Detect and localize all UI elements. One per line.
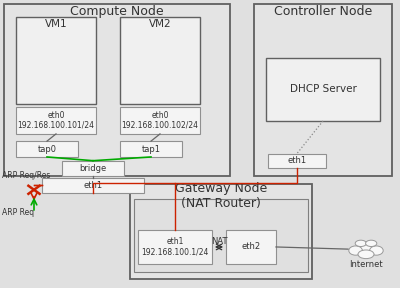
Text: VM2: VM2 [149, 19, 171, 29]
Bar [42, 178, 144, 193]
Bar [120, 17, 200, 104]
Text: Gateway Node
(NAT Router): Gateway Node (NAT Router) [175, 182, 267, 210]
Text: Compute Node: Compute Node [70, 5, 164, 18]
Text: tap0: tap0 [38, 145, 56, 154]
Bar [120, 141, 182, 157]
Text: Internet: Internet [349, 260, 383, 270]
Bar [62, 161, 124, 176]
Bar [16, 17, 96, 104]
Bar [138, 230, 212, 264]
Ellipse shape [358, 250, 374, 259]
Bar [268, 154, 326, 168]
Bar [16, 141, 78, 157]
Text: eth1: eth1 [288, 156, 306, 166]
Text: tap1: tap1 [142, 145, 160, 154]
Text: DHCP Server: DHCP Server [290, 84, 356, 94]
Ellipse shape [355, 240, 366, 247]
Text: bridge: bridge [79, 164, 107, 173]
Bar [130, 184, 312, 279]
Bar [4, 4, 230, 176]
Bar [120, 107, 200, 134]
Text: NAT: NAT [211, 237, 227, 246]
Text: ARP Req: ARP Req [2, 208, 34, 217]
Text: eth0
192.168.100.102/24: eth0 192.168.100.102/24 [122, 111, 198, 130]
Text: eth1
192.168.100.1/24: eth1 192.168.100.1/24 [141, 237, 209, 257]
Ellipse shape [370, 246, 383, 255]
Bar [254, 4, 392, 176]
Text: eth2: eth2 [242, 242, 260, 251]
Ellipse shape [349, 246, 362, 255]
Text: ARP Req/Res: ARP Req/Res [2, 171, 50, 180]
Text: Controller Node: Controller Node [274, 5, 372, 18]
Text: VM1: VM1 [45, 19, 67, 29]
Bar [226, 230, 276, 264]
Ellipse shape [366, 240, 377, 247]
Text: eth1: eth1 [84, 181, 102, 190]
Bar [16, 107, 96, 134]
Bar [266, 58, 380, 121]
Bar [134, 199, 308, 272]
Text: eth0
192.168.100.101/24: eth0 192.168.100.101/24 [18, 111, 94, 130]
Ellipse shape [356, 242, 376, 253]
